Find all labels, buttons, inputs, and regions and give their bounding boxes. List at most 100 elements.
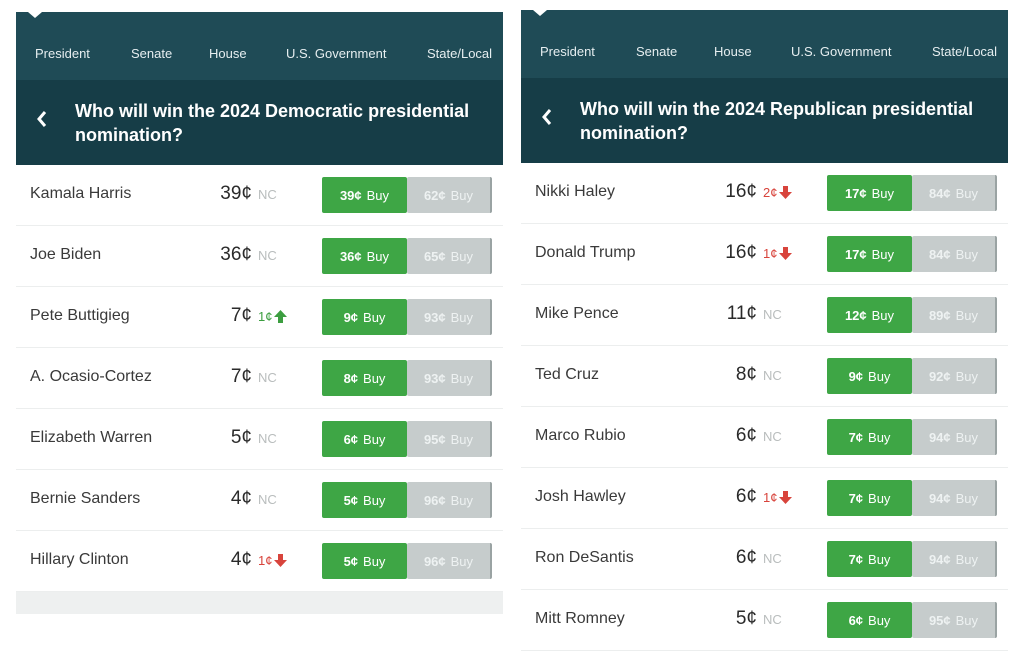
last-price: 5¢ xyxy=(230,427,252,448)
button-price: 92¢ xyxy=(928,368,951,384)
nav-bar: President Senate House U.S. Government State… xyxy=(521,10,1008,78)
nav-tab[interactable]: Senate xyxy=(636,44,678,59)
nav-tab[interactable]: U.S. Government xyxy=(286,46,387,61)
nav-tab[interactable]: State/Local xyxy=(932,44,998,59)
button-label: Buy xyxy=(450,431,474,447)
button-price: 39¢ xyxy=(339,187,362,203)
contract-row: Pete Buttigieg 7¢ 1¢ 9¢ Buy 93¢ Buy xyxy=(16,287,503,348)
nav-tab[interactable]: House xyxy=(714,44,752,59)
contract-row: Hillary Clinton 4¢ 1¢ 5¢ Buy 96¢ Buy xyxy=(16,531,503,592)
no-buy-button[interactable]: 95¢ Buy xyxy=(407,421,492,457)
button-label: Buy xyxy=(955,612,979,628)
button-price: 7¢ xyxy=(848,429,864,445)
yes-buy-button[interactable]: 5¢ Buy xyxy=(322,543,407,579)
no-buy-button[interactable]: 62¢ Buy xyxy=(407,177,492,213)
change-text: NC xyxy=(763,551,782,566)
yes-buy-button[interactable]: 9¢ Buy xyxy=(827,358,912,394)
change-text: 1¢ xyxy=(763,246,778,261)
button-price: 9¢ xyxy=(848,368,864,384)
nav-tab[interactable]: President xyxy=(35,46,90,61)
no-buy-button[interactable]: 95¢ Buy xyxy=(912,602,997,638)
nav-tab[interactable]: U.S. Government xyxy=(791,44,892,59)
no-buy-button[interactable]: 84¢ Buy xyxy=(912,175,997,211)
change-arrow xyxy=(274,554,288,567)
button-price: 93¢ xyxy=(423,370,446,386)
back-button[interactable] xyxy=(539,106,555,128)
panel-footer xyxy=(16,592,503,614)
chevron-icon xyxy=(37,111,47,127)
button-price: 89¢ xyxy=(928,307,951,323)
button-label: Buy xyxy=(450,248,474,264)
market-panel: President Senate House U.S. Government State… xyxy=(16,12,503,614)
last-price: 7¢ xyxy=(230,366,252,387)
price-change: NC xyxy=(258,492,277,507)
contract-name: A. Ocasio-Cortez xyxy=(30,368,152,385)
last-price: 8¢ xyxy=(735,364,757,385)
button-price: 95¢ xyxy=(928,612,951,628)
dropdown-caret xyxy=(28,12,42,18)
no-buy-button[interactable]: 94¢ Buy xyxy=(912,480,997,516)
contract-name: Pete Buttigieg xyxy=(30,307,130,324)
last-price: 16¢ xyxy=(725,242,757,263)
last-price: 6¢ xyxy=(735,425,757,446)
yes-buy-button[interactable]: 7¢ Buy xyxy=(827,541,912,577)
change-text: NC xyxy=(763,612,782,627)
contract-name: Bernie Sanders xyxy=(30,490,141,507)
change-text: NC xyxy=(258,248,277,263)
button-label: Buy xyxy=(871,307,895,323)
contract-name: Joe Biden xyxy=(30,246,102,263)
no-buy-button[interactable]: 93¢ Buy xyxy=(407,360,492,396)
no-buy-button[interactable]: 93¢ Buy xyxy=(407,299,492,335)
no-buy-button[interactable]: 96¢ Buy xyxy=(407,482,492,518)
button-label: Buy xyxy=(363,370,386,386)
contract-row: Mike Pence 11¢ NC 12¢ Buy 89¢ Buy xyxy=(521,285,1008,346)
button-label: Buy xyxy=(868,612,891,628)
no-buy-button[interactable]: 84¢ Buy xyxy=(912,236,997,272)
button-label: Buy xyxy=(868,490,891,506)
yes-buy-button[interactable]: 17¢ Buy xyxy=(827,175,912,211)
last-price: 16¢ xyxy=(725,181,757,202)
yes-buy-button[interactable]: 7¢ Buy xyxy=(827,419,912,455)
contract-row: A. Ocasio-Cortez 7¢ NC 8¢ Buy 93¢ Buy xyxy=(16,348,503,409)
button-label: Buy xyxy=(450,370,474,386)
change-arrow xyxy=(779,186,793,199)
change-text: NC xyxy=(258,370,277,385)
no-buy-button[interactable]: 94¢ Buy xyxy=(912,419,997,455)
button-price: 12¢ xyxy=(844,307,867,323)
price-change: NC xyxy=(763,368,782,383)
contract-row: Kamala Harris 39¢ NC 39¢ Buy 62¢ Buy xyxy=(16,165,503,226)
yes-buy-button[interactable]: 39¢ Buy xyxy=(322,177,407,213)
button-price: 94¢ xyxy=(928,490,951,506)
price-change: NC xyxy=(763,612,782,627)
no-buy-button[interactable]: 92¢ Buy xyxy=(912,358,997,394)
back-button[interactable] xyxy=(34,108,50,130)
no-buy-button[interactable]: 65¢ Buy xyxy=(407,238,492,274)
yes-buy-button[interactable]: 6¢ Buy xyxy=(322,421,407,457)
yes-buy-button[interactable]: 17¢ Buy xyxy=(827,236,912,272)
yes-buy-button[interactable]: 9¢ Buy xyxy=(322,299,407,335)
button-price: 84¢ xyxy=(928,246,951,262)
button-label: Buy xyxy=(868,368,891,384)
button-label: Buy xyxy=(366,187,390,203)
yes-buy-button[interactable]: 7¢ Buy xyxy=(827,480,912,516)
yes-buy-button[interactable]: 5¢ Buy xyxy=(322,482,407,518)
nav-tab[interactable]: President xyxy=(540,44,595,59)
button-price: 93¢ xyxy=(423,309,446,325)
price-change: NC xyxy=(763,307,782,322)
yes-buy-button[interactable]: 6¢ Buy xyxy=(827,602,912,638)
no-buy-button[interactable]: 96¢ Buy xyxy=(407,543,492,579)
no-buy-button[interactable]: 89¢ Buy xyxy=(912,297,997,333)
nav-tab[interactable]: State/Local xyxy=(427,46,493,61)
nav-tab[interactable]: Senate xyxy=(131,46,173,61)
no-buy-button[interactable]: 94¢ Buy xyxy=(912,541,997,577)
change-text: NC xyxy=(763,429,782,444)
yes-buy-button[interactable]: 8¢ Buy xyxy=(322,360,407,396)
change-text: NC xyxy=(258,187,277,202)
change-arrow xyxy=(274,310,288,323)
last-price: 5¢ xyxy=(735,608,757,629)
yes-buy-button[interactable]: 12¢ Buy xyxy=(827,297,912,333)
nav-tab[interactable]: House xyxy=(209,46,247,61)
yes-buy-button[interactable]: 36¢ Buy xyxy=(322,238,407,274)
button-label: Buy xyxy=(363,553,386,569)
price-change: 1¢ xyxy=(763,246,793,261)
